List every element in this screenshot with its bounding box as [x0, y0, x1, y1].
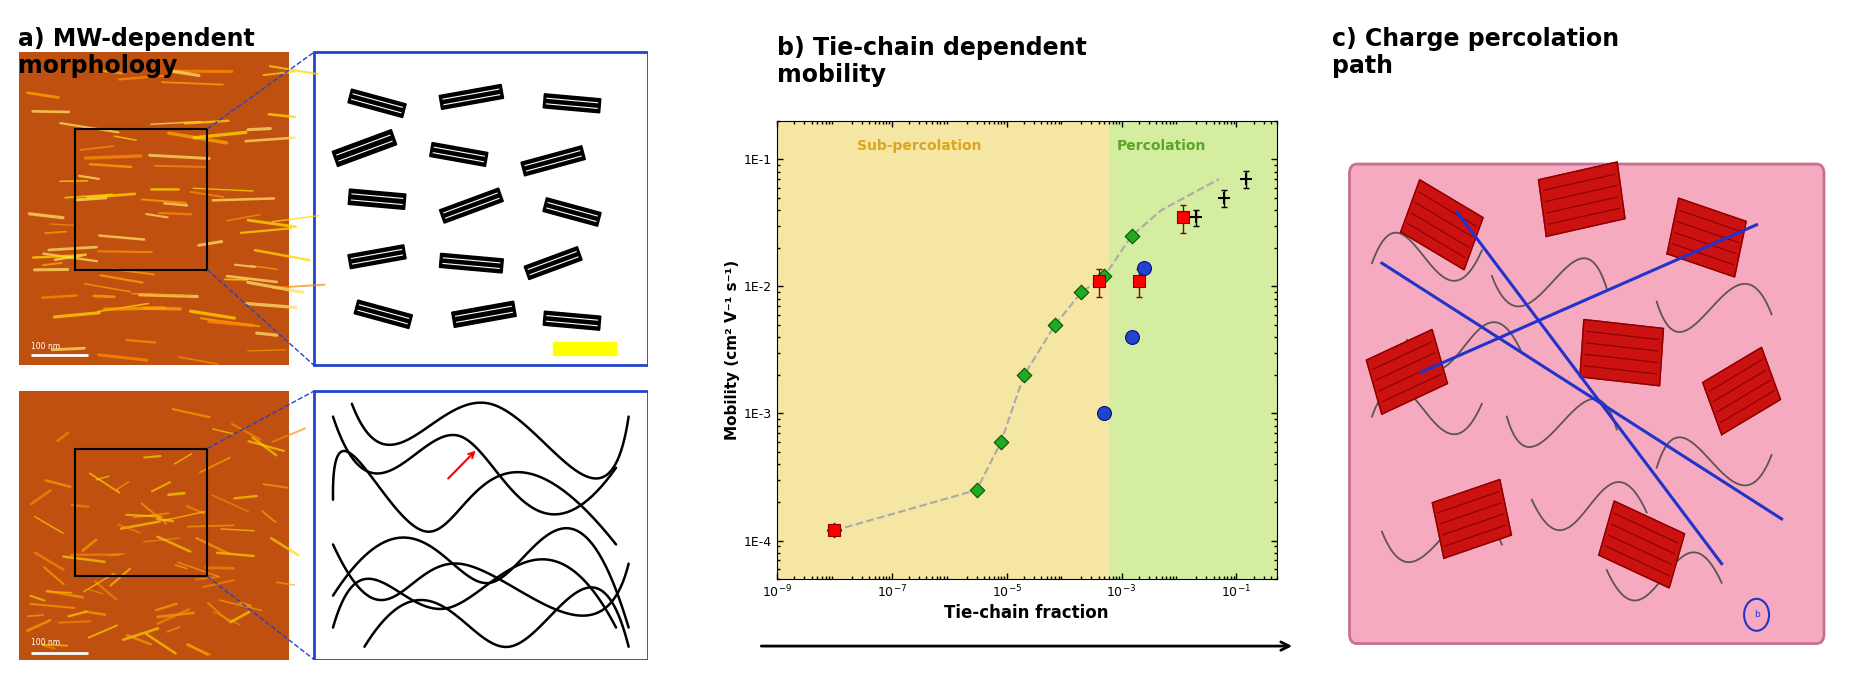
Polygon shape — [1539, 162, 1624, 236]
Polygon shape — [1667, 198, 1746, 277]
Text: 100 nm: 100 nm — [31, 343, 61, 351]
Point — [820, 525, 849, 536]
Polygon shape — [1367, 330, 1447, 414]
Bar — [76, 449, 207, 576]
Point — [1067, 287, 1097, 297]
Bar — [777, 121, 1108, 579]
Point — [820, 525, 849, 536]
Point — [1232, 174, 1262, 184]
Point — [1208, 192, 1238, 203]
Point — [962, 485, 992, 495]
Point — [1130, 262, 1160, 273]
Point — [1040, 319, 1069, 330]
Polygon shape — [438, 84, 503, 110]
Bar — [314, 391, 648, 660]
Polygon shape — [333, 130, 396, 166]
Text: b: b — [1754, 610, 1759, 619]
Point — [1182, 212, 1212, 223]
Text: c) Charge percolation
path: c) Charge percolation path — [1332, 27, 1619, 78]
Polygon shape — [348, 245, 407, 269]
X-axis label: Tie-chain fraction: Tie-chain fraction — [945, 604, 1108, 623]
Point — [1084, 276, 1114, 287]
FancyBboxPatch shape — [1349, 164, 1824, 643]
Point — [1090, 271, 1119, 282]
Polygon shape — [440, 253, 503, 273]
Polygon shape — [1432, 479, 1511, 559]
Polygon shape — [348, 189, 405, 209]
Bar — [314, 52, 648, 365]
Polygon shape — [353, 300, 413, 328]
Polygon shape — [429, 143, 488, 166]
Polygon shape — [544, 311, 601, 330]
FancyBboxPatch shape — [18, 52, 289, 365]
Point — [1090, 408, 1119, 419]
FancyBboxPatch shape — [18, 391, 289, 660]
Polygon shape — [542, 198, 601, 226]
Point — [1117, 230, 1147, 241]
Polygon shape — [524, 247, 583, 279]
Point — [986, 436, 1016, 447]
Text: b) Tie-chain dependent
mobility: b) Tie-chain dependent mobility — [777, 36, 1086, 87]
Polygon shape — [440, 188, 503, 223]
Polygon shape — [1400, 180, 1484, 270]
Point — [1117, 332, 1147, 343]
Text: 100 nm: 100 nm — [31, 638, 61, 647]
Text: Sub-percolation: Sub-percolation — [857, 139, 982, 153]
Point — [1169, 212, 1199, 223]
Point — [1008, 370, 1038, 381]
Text: a) MW-dependent
morphology: a) MW-dependent morphology — [18, 27, 255, 78]
Y-axis label: Mobility (cm² V⁻¹ s⁻¹): Mobility (cm² V⁻¹ s⁻¹) — [725, 260, 740, 440]
Point — [1125, 276, 1154, 287]
Polygon shape — [1702, 347, 1780, 435]
Bar — [76, 129, 207, 270]
Polygon shape — [544, 94, 601, 113]
Polygon shape — [348, 89, 407, 118]
Polygon shape — [1580, 320, 1663, 386]
Text: Percolation: Percolation — [1117, 139, 1206, 153]
Polygon shape — [522, 146, 585, 176]
Polygon shape — [553, 342, 616, 355]
Polygon shape — [1598, 501, 1685, 588]
Polygon shape — [451, 302, 516, 327]
